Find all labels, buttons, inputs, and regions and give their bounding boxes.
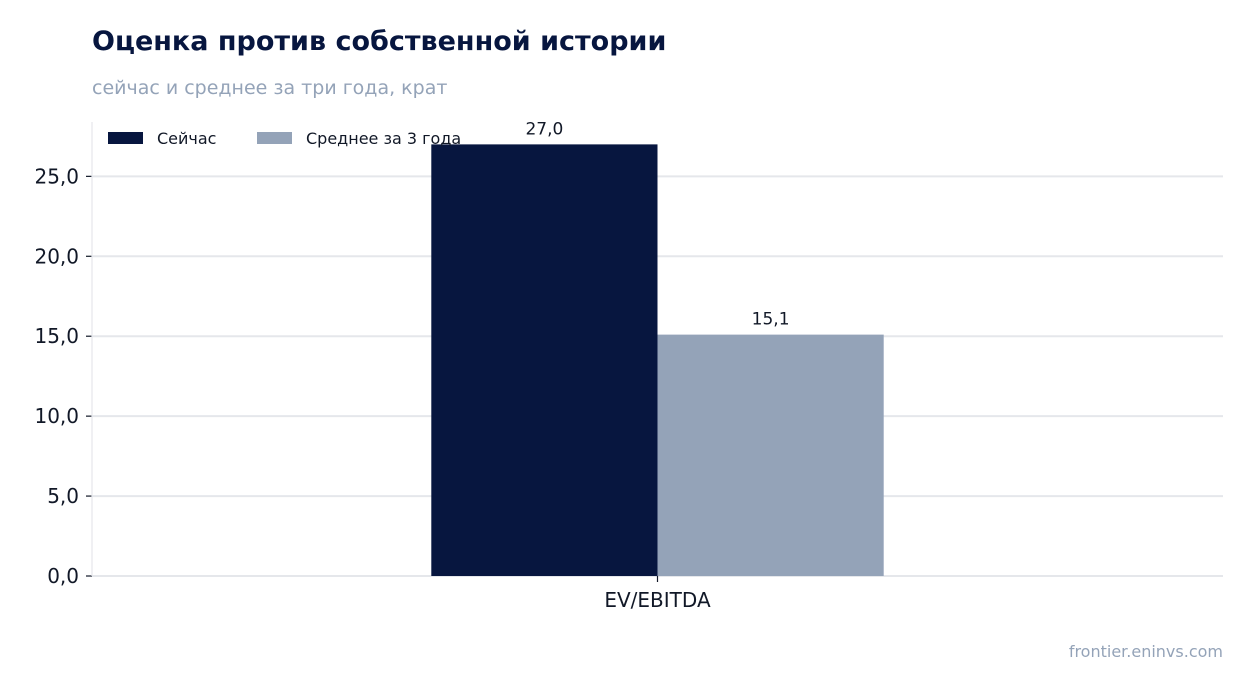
y-tick-label: 0,0 (47, 564, 79, 588)
x-tick-label: EV/EBITDA (604, 588, 711, 612)
y-tick-label: 20,0 (34, 244, 79, 268)
y-tick-label: 10,0 (34, 404, 79, 428)
legend-swatch-current (108, 132, 143, 144)
bar-average (657, 334, 884, 576)
chart-title: Оценка против собственной истории (92, 26, 667, 57)
y-tick-label: 15,0 (34, 324, 79, 348)
legend-label-average: Среднее за 3 года (306, 129, 461, 148)
y-tick-label: 25,0 (34, 164, 79, 188)
chart-subtitle: сейчас и среднее за три года, крат (92, 77, 448, 99)
bar-current (431, 144, 658, 576)
source-label: frontier.eninvs.com (1068, 642, 1223, 661)
data-label-average: 15,1 (752, 310, 790, 330)
y-tick-label: 5,0 (47, 484, 79, 508)
legend-label-current: Сейчас (157, 129, 216, 148)
data-label-current: 27,0 (525, 119, 563, 139)
legend-swatch-average (257, 132, 292, 144)
